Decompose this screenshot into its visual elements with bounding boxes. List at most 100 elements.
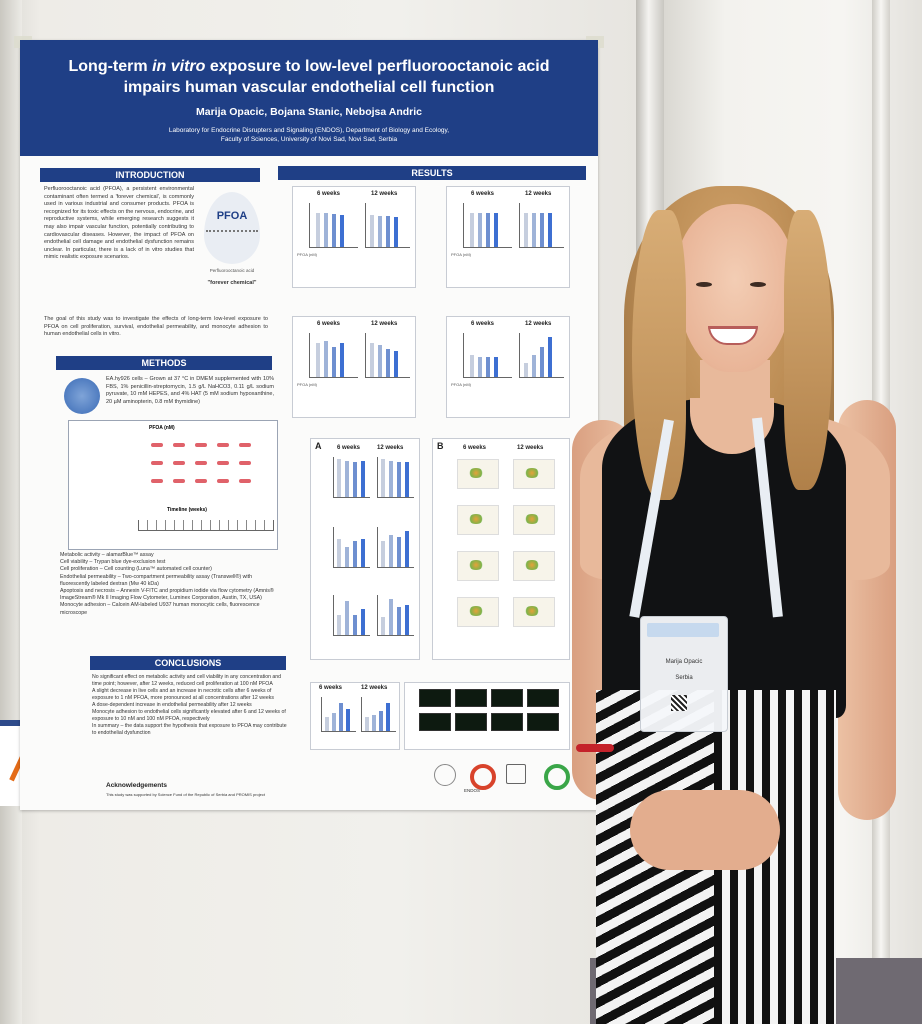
label-6-weeks: 6 weeks <box>337 445 361 451</box>
bar <box>532 213 536 247</box>
plot-12wk <box>365 333 410 378</box>
bar <box>337 539 341 567</box>
bar <box>389 599 393 635</box>
bar <box>389 535 393 567</box>
bar <box>389 461 393 497</box>
micrograph <box>419 713 451 731</box>
plot-12wk <box>361 697 396 732</box>
badge-header <box>647 623 719 637</box>
bar <box>339 703 343 731</box>
bar <box>397 607 401 635</box>
figure-flow-cytometry-panel-b: B 6 weeks 12 weeks <box>432 438 570 660</box>
bar <box>394 351 398 377</box>
pfoa-quote: "forever chemical" <box>207 280 257 286</box>
flask-row <box>151 443 251 447</box>
bar <box>486 357 490 377</box>
bar <box>345 601 349 635</box>
bar <box>370 215 374 247</box>
protocol-title: PFOA (nM) <box>149 425 175 431</box>
bar <box>361 539 365 567</box>
pfoa-label: PFOA <box>216 210 248 222</box>
cell-culture-icon <box>64 378 100 414</box>
bar <box>532 355 536 377</box>
label-12-weeks: 12 weeks <box>525 191 552 197</box>
conclusions-heading: CONCLUSIONS <box>90 656 286 670</box>
bar <box>540 213 544 247</box>
badge-country: Serbia <box>675 675 693 681</box>
bar <box>365 717 369 731</box>
flask-row <box>151 461 251 465</box>
bar <box>325 717 329 731</box>
badge-name: Marija Opacic <box>665 659 703 665</box>
introduction-text: Perfluorooctanoic acid (PFOA), a persist… <box>44 186 194 261</box>
booth-edge <box>0 0 22 1024</box>
plot-necrotic-12wk <box>377 595 414 636</box>
poster-header: Long-term in vitro exposure to low-level… <box>20 40 598 156</box>
bar <box>494 357 498 377</box>
flask-row <box>151 479 251 483</box>
bar <box>372 715 376 731</box>
bar <box>397 462 401 497</box>
flow-plot <box>513 597 555 627</box>
bar <box>324 341 328 377</box>
bar <box>378 216 382 247</box>
poster-affiliation: Laboratory for Endocrine Disrupters and … <box>168 127 450 143</box>
bar <box>332 713 336 731</box>
bar <box>332 347 336 377</box>
label-12-weeks: 12 weeks <box>377 445 404 451</box>
label-6-weeks: 6 weeks <box>463 445 487 451</box>
bar <box>470 355 474 377</box>
plot-6wk <box>309 333 358 378</box>
endos-logo-text: ENDOS <box>464 788 481 793</box>
bar <box>394 217 398 247</box>
study-goal-text: The goal of this study was to investigat… <box>44 316 268 338</box>
bar <box>405 605 409 635</box>
bar <box>381 541 385 567</box>
bar <box>478 213 482 247</box>
droplet-icon <box>204 192 260 264</box>
x-axis-label: PFOA (nM) <box>451 252 472 257</box>
timeline-label: Timeline (weeks) <box>167 507 207 513</box>
plot-live-6wk <box>333 457 370 498</box>
flow-plot <box>513 551 555 581</box>
plot-apoptotic-6wk <box>333 527 370 568</box>
striped-skirt <box>596 690 836 1024</box>
red-bracelet <box>576 744 614 752</box>
bar <box>316 213 320 247</box>
plot-necrotic-6wk <box>333 595 370 636</box>
bar <box>524 213 528 247</box>
bar <box>353 462 357 497</box>
pfoa-subtitle: Perfluorooctanoic acid <box>209 268 255 273</box>
bar <box>494 213 498 247</box>
plot-6wk <box>321 697 356 732</box>
bar <box>345 547 349 567</box>
bar <box>478 357 482 377</box>
left-eye <box>696 282 712 287</box>
university-logo <box>434 764 456 786</box>
label-12-weeks: 12 weeks <box>517 445 544 451</box>
plot-apoptotic-12wk <box>377 527 414 568</box>
bar <box>353 615 357 635</box>
label-6-weeks: 6 weeks <box>471 191 495 197</box>
figure-monocyte-adhesion: 6 weeks 12 weeks <box>310 682 400 750</box>
figure-monocyte-micrographs <box>404 682 570 750</box>
right-eye <box>750 282 766 287</box>
bar <box>316 343 320 377</box>
flow-plot <box>457 551 499 581</box>
cell-line-text: EA.hy926 cells – Grown at 37 °C in DMEM … <box>106 376 274 405</box>
green-logo <box>544 764 570 790</box>
bar <box>353 541 357 567</box>
figure-cell-proliferation: 6 weeks 12 weeks PFOA (nM) <box>292 316 416 418</box>
bar <box>386 216 390 247</box>
bar <box>346 709 350 731</box>
endos-logo <box>470 764 496 790</box>
micrograph <box>419 689 451 707</box>
figure-apoptosis-panel-a: A 6 weeks 12 weeks <box>310 438 420 660</box>
x-axis-label: PFOA (nM) <box>297 382 318 387</box>
methods-list: Metabolic activity – alamarBlue™ assay C… <box>60 552 274 616</box>
bar <box>324 213 328 247</box>
bar <box>378 345 382 377</box>
fund-logo <box>506 764 526 784</box>
results-heading: RESULTS <box>278 166 586 180</box>
bar <box>337 459 341 497</box>
